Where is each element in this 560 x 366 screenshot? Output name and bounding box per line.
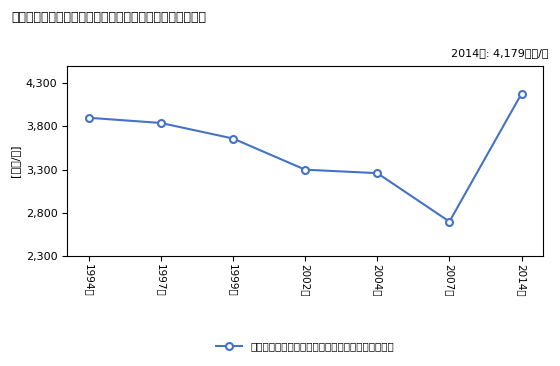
各種商品小売業の従業者一人当たり年間商品販売額 [157, 121, 164, 125]
各種商品小売業の従業者一人当たり年間商品販売額 [86, 116, 92, 120]
各種商品小売業の従業者一人当たり年間商品販売額 [230, 137, 236, 141]
各種商品小売業の従業者一人当たり年間商品販売額 [518, 92, 525, 96]
Line: 各種商品小売業の従業者一人当たり年間商品販売額: 各種商品小売業の従業者一人当たり年間商品販売額 [85, 90, 525, 225]
各種商品小売業の従業者一人当たり年間商品販売額 [302, 168, 309, 172]
Text: 各種商品小売業の従業者一人当たり年間商品販売額の推移: 各種商品小売業の従業者一人当たり年間商品販売額の推移 [11, 11, 206, 24]
Y-axis label: [万円/人]: [万円/人] [10, 145, 20, 177]
Text: 2014年: 4,179万円/人: 2014年: 4,179万円/人 [451, 48, 549, 57]
Legend: 各種商品小売業の従業者一人当たり年間商品販売額: 各種商品小売業の従業者一人当たり年間商品販売額 [212, 337, 398, 356]
各種商品小売業の従業者一人当たり年間商品販売額 [374, 171, 381, 175]
各種商品小売業の従業者一人当たり年間商品販売額 [446, 219, 453, 224]
